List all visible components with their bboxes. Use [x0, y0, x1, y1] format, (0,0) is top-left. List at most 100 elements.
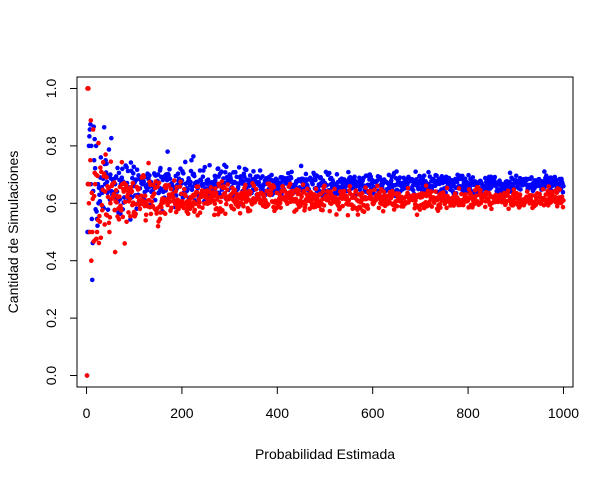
data-point — [88, 118, 94, 123]
data-point — [87, 127, 93, 132]
data-point — [232, 187, 238, 193]
data-point — [368, 188, 374, 194]
data-point — [124, 164, 129, 170]
data-point — [148, 211, 154, 217]
data-point — [325, 189, 330, 194]
data-point — [363, 185, 368, 190]
data-point — [235, 204, 241, 210]
x-tick-label: 400 — [266, 405, 290, 421]
data-point — [223, 164, 229, 170]
data-point — [410, 188, 416, 193]
data-point — [190, 203, 195, 209]
data-point — [87, 181, 92, 187]
data-point — [134, 206, 139, 212]
data-point — [285, 201, 290, 207]
data-point — [91, 157, 97, 163]
data-point — [149, 199, 155, 204]
data-point — [293, 196, 299, 202]
data-point — [322, 183, 327, 188]
data-point — [265, 202, 271, 207]
data-point — [207, 200, 213, 205]
data-point — [529, 175, 534, 180]
data-point — [134, 167, 140, 173]
data-point — [189, 157, 194, 163]
data-point — [89, 229, 95, 235]
data-point — [101, 171, 107, 177]
data-point — [171, 178, 177, 183]
data-point — [201, 181, 207, 187]
data-point — [303, 171, 309, 177]
x-tick-label: 200 — [170, 405, 194, 421]
data-point — [489, 206, 494, 212]
data-point — [559, 194, 565, 200]
data-point — [277, 192, 282, 198]
y-tick-label: 0.6 — [43, 193, 59, 213]
data-point — [119, 208, 124, 213]
data-point — [478, 187, 483, 193]
data-point — [225, 182, 231, 187]
data-point — [154, 211, 159, 216]
data-point — [294, 207, 299, 213]
data-point — [147, 173, 152, 178]
data-point — [141, 174, 147, 180]
x-axis-label: Probabilidad Estimada — [255, 446, 395, 462]
data-point — [470, 175, 476, 180]
data-point — [553, 194, 558, 200]
data-point — [127, 196, 133, 202]
plot-frame — [76, 76, 574, 388]
data-point — [112, 207, 117, 213]
data-point — [94, 236, 99, 242]
data-point — [89, 216, 95, 222]
data-point — [244, 167, 249, 173]
data-point — [107, 229, 112, 235]
data-point — [295, 191, 301, 197]
data-point — [106, 186, 111, 191]
data-point — [560, 189, 566, 195]
data-point — [173, 189, 179, 194]
data-point — [131, 164, 137, 170]
x-tick-label: 800 — [456, 405, 480, 421]
data-point — [98, 155, 104, 160]
data-point — [109, 135, 114, 141]
data-point — [223, 201, 229, 207]
data-point — [167, 167, 172, 172]
data-point — [237, 210, 243, 216]
data-point — [471, 201, 477, 207]
data-point — [254, 186, 259, 192]
data-point — [222, 191, 228, 196]
data-point — [100, 159, 106, 165]
data-point — [99, 207, 105, 213]
data-point — [421, 173, 427, 178]
data-point — [289, 169, 294, 175]
data-point — [165, 149, 170, 154]
data-point — [213, 186, 218, 191]
data-point — [352, 174, 357, 180]
data-point — [178, 179, 183, 185]
data-point — [280, 183, 285, 189]
data-point — [396, 191, 402, 196]
data-point — [91, 193, 97, 199]
data-point — [128, 184, 134, 190]
data-point — [423, 183, 429, 188]
data-point — [313, 204, 318, 210]
data-point — [129, 188, 135, 194]
data-point — [326, 170, 332, 176]
data-point — [197, 200, 202, 205]
data-point — [220, 208, 225, 213]
data-point — [130, 171, 136, 176]
data-point — [444, 205, 449, 211]
data-point — [236, 165, 242, 170]
data-point — [192, 207, 198, 213]
data-point — [355, 212, 361, 217]
data-point — [543, 173, 549, 179]
data-point — [426, 169, 431, 175]
data-points — [84, 86, 566, 378]
data-point — [200, 205, 205, 211]
x-tick-label: 1000 — [548, 405, 579, 421]
data-point — [134, 194, 140, 200]
data-point — [97, 219, 103, 225]
data-point — [434, 173, 439, 178]
data-point — [247, 208, 253, 213]
data-point — [194, 190, 200, 195]
data-point — [557, 187, 562, 192]
